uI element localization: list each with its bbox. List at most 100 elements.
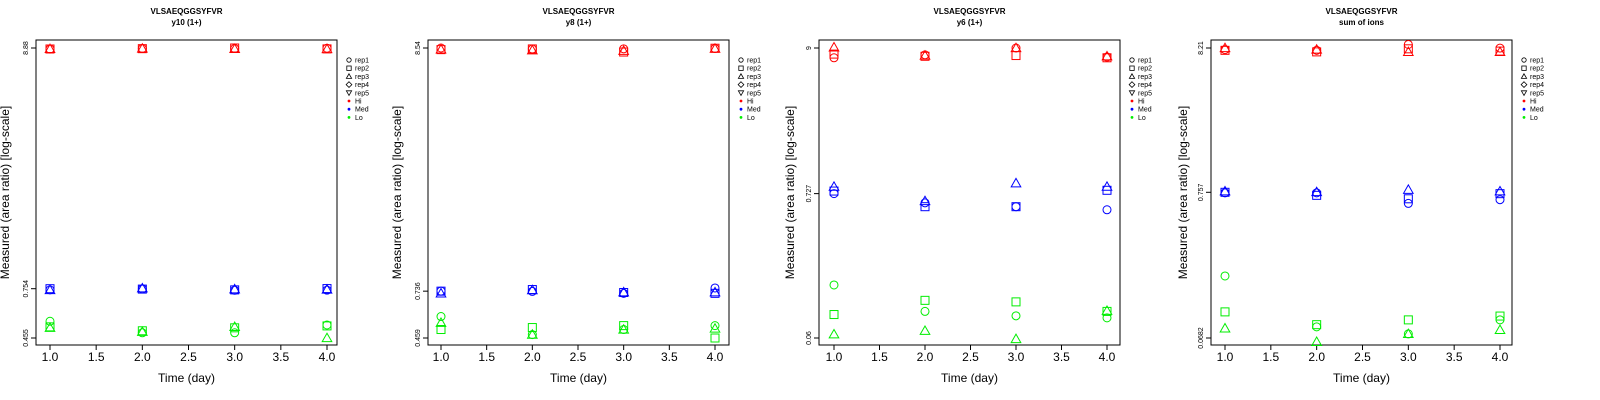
- data-point-lo-rep3: [526, 328, 538, 339]
- data-point-lo-rep1: [436, 312, 446, 322]
- legend-label: rep5: [1138, 90, 1152, 97]
- x-tick-label: 4.0: [319, 350, 336, 364]
- legend-label: Hi: [355, 99, 362, 106]
- data-point-med-rep2: [829, 186, 839, 196]
- legend-marker-rep2: [346, 65, 352, 71]
- data-point-lo-rep3: [136, 325, 148, 336]
- data-point-hi-rep2: [1011, 51, 1021, 61]
- y-tick-label: 0.754: [23, 280, 30, 298]
- y-tick-label: 8.54: [415, 41, 422, 55]
- data-point-hi-rep2: [829, 49, 839, 59]
- data-point-lo-rep3: [229, 321, 241, 331]
- data-point-lo-rep3: [1311, 336, 1323, 346]
- data-point-lo-rep2: [829, 310, 839, 320]
- data-point-med-rep1: [1495, 195, 1505, 205]
- data-point-med-rep2: [137, 284, 147, 294]
- legend-marker-rep1: [1129, 57, 1135, 63]
- data-point-lo-rep2: [527, 323, 537, 333]
- data-point-med-rep3: [1219, 185, 1231, 196]
- data-point-med-rep3: [919, 195, 931, 206]
- data-point-lo-rep3: [709, 322, 721, 333]
- data-point-med-rep3: [1402, 183, 1414, 194]
- x-tick-label: 1.0: [433, 350, 450, 364]
- data-point-med-rep3: [828, 180, 840, 191]
- legend-marker-rep4: [1520, 81, 1528, 89]
- y-axis-label: Measured (area ratio) [log-scale]: [783, 106, 797, 279]
- x-axis-label: Time (day): [158, 371, 215, 385]
- legend-marker-hi: [1522, 99, 1526, 103]
- data-point-med-rep1: [1220, 188, 1230, 198]
- legend-label: Med: [1530, 107, 1544, 114]
- legend-label: Hi: [1530, 99, 1537, 106]
- y-tick-label: 0.06: [806, 331, 813, 345]
- data-point-med-rep2: [436, 286, 446, 296]
- x-tick-label: 2.0: [524, 350, 541, 364]
- x-tick-label: 1.5: [1262, 350, 1279, 364]
- legend-label: Lo: [1530, 115, 1538, 122]
- legend-marker-hi: [347, 99, 351, 103]
- data-point-med-rep1: [710, 283, 720, 293]
- x-axis-label: Time (day): [941, 371, 998, 385]
- legend-label: rep2: [1138, 66, 1152, 73]
- data-point-med-rep2: [1011, 202, 1021, 212]
- data-point-lo-rep1: [710, 321, 720, 331]
- data-point-hi-rep2: [1403, 44, 1413, 54]
- data-point-med-rep3: [709, 286, 721, 297]
- data-point-med-rep3: [526, 284, 538, 295]
- y-tick-label: 0.736: [415, 282, 422, 300]
- chart-title: VLSAEQGGSYFVR: [1325, 7, 1397, 16]
- legend-marker-rep2: [738, 65, 744, 71]
- x-tick-label: 3.0: [226, 350, 243, 364]
- legend-label: rep4: [1138, 82, 1152, 89]
- legend-label: rep1: [1530, 58, 1544, 65]
- data-point-lo-rep2: [322, 321, 332, 331]
- x-tick-label: 4.0: [707, 350, 724, 364]
- data-point-hi-rep2: [920, 51, 930, 61]
- x-tick-label: 1.0: [42, 350, 59, 364]
- data-point-lo-rep2: [1102, 306, 1112, 316]
- data-point-med-rep2: [710, 288, 720, 298]
- data-point-med-rep3: [1311, 186, 1323, 197]
- plot-frame: [35, 39, 338, 346]
- x-tick-label: 3.5: [1053, 350, 1070, 364]
- x-tick-label: 3.5: [272, 350, 289, 364]
- data-point-lo-rep3: [1101, 304, 1113, 315]
- legend-marker-lo: [1130, 116, 1134, 119]
- x-tick-label: 3.0: [1008, 350, 1025, 364]
- legend-marker-hi: [1130, 99, 1134, 103]
- data-point-med-rep2: [1220, 187, 1230, 197]
- legend-marker-rep5: [345, 90, 353, 97]
- plot-frame: [427, 39, 730, 346]
- y-axis-label: Measured (area ratio) [log-scale]: [0, 106, 12, 279]
- x-tick-label: 2.0: [134, 350, 151, 364]
- legend-label: Lo: [747, 115, 755, 122]
- legend-label: rep1: [1138, 58, 1152, 65]
- data-point-med-rep3: [1101, 180, 1113, 191]
- data-point-hi-rep3: [618, 45, 630, 55]
- data-point-lo-rep3: [919, 324, 931, 335]
- data-point-hi-rep3: [435, 43, 447, 54]
- data-point-lo-rep3: [618, 323, 630, 334]
- legend-label: Med: [747, 107, 761, 114]
- data-point-hi-rep2: [436, 45, 446, 55]
- y-tick-label: 8.21: [1198, 41, 1205, 55]
- x-tick-label: 4.0: [1099, 350, 1116, 364]
- legend-marker-rep5: [737, 90, 745, 97]
- data-point-hi-rep3: [1010, 42, 1022, 53]
- data-point-hi-rep3: [44, 43, 56, 53]
- y-tick-label: 0.455: [23, 329, 30, 347]
- data-point-med-rep1: [1403, 198, 1413, 208]
- data-point-lo-rep2: [1403, 315, 1413, 325]
- legend-label: Lo: [1138, 115, 1146, 122]
- data-point-hi-rep3: [1219, 42, 1231, 53]
- data-point-lo-rep1: [1102, 313, 1112, 323]
- legend-marker-rep3: [737, 72, 745, 79]
- data-point-hi-rep3: [709, 42, 721, 53]
- legend-marker-rep4: [1128, 81, 1136, 89]
- data-point-lo-rep2: [1312, 320, 1322, 330]
- legend-marker-rep5: [1128, 90, 1136, 97]
- legend-label: rep1: [747, 58, 761, 65]
- data-point-med-rep1: [527, 286, 537, 296]
